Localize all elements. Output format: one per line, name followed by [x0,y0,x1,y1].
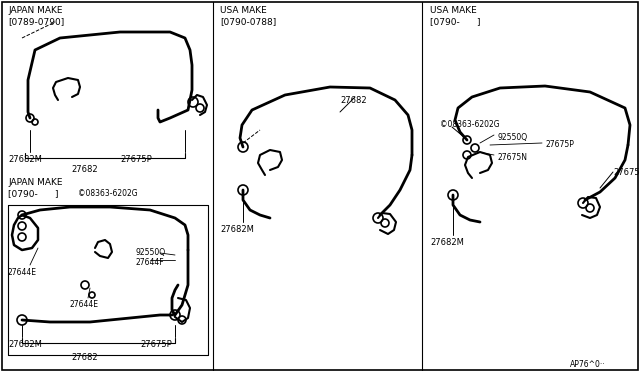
Text: 27682: 27682 [340,96,367,105]
Text: JAPAN MAKE: JAPAN MAKE [8,6,63,15]
Text: [0790-      ]: [0790- ] [430,17,481,26]
Text: 27644E: 27644E [8,268,37,277]
Text: 92550Q: 92550Q [135,248,165,257]
Text: 27682: 27682 [72,165,99,174]
Text: 27675P: 27675P [120,155,152,164]
Text: JAPAN MAKE: JAPAN MAKE [8,178,63,187]
Text: 27682M: 27682M [220,225,254,234]
Text: [0789-0790]: [0789-0790] [8,17,64,26]
Text: [0790-      ]: [0790- ] [8,189,58,198]
Text: USA MAKE: USA MAKE [430,6,477,15]
Text: 27675P: 27675P [545,140,574,149]
Text: 27682: 27682 [72,353,99,362]
Text: 27644E: 27644E [70,300,99,309]
Text: ©08363-6202G: ©08363-6202G [440,120,500,129]
Text: 27675N: 27675N [497,153,527,162]
Text: 27682M: 27682M [8,155,42,164]
Text: 27682M: 27682M [8,340,42,349]
Text: 27682M: 27682M [430,238,464,247]
Text: 27644F: 27644F [135,258,164,267]
Text: ©08363-6202G: ©08363-6202G [78,189,138,198]
Text: [0790-0788]: [0790-0788] [220,17,276,26]
Text: USA MAKE: USA MAKE [220,6,267,15]
Text: AP76^0··: AP76^0·· [570,360,605,369]
Text: 27675: 27675 [613,168,639,177]
Text: 92550Q: 92550Q [497,133,527,142]
Text: 27675P: 27675P [140,340,172,349]
